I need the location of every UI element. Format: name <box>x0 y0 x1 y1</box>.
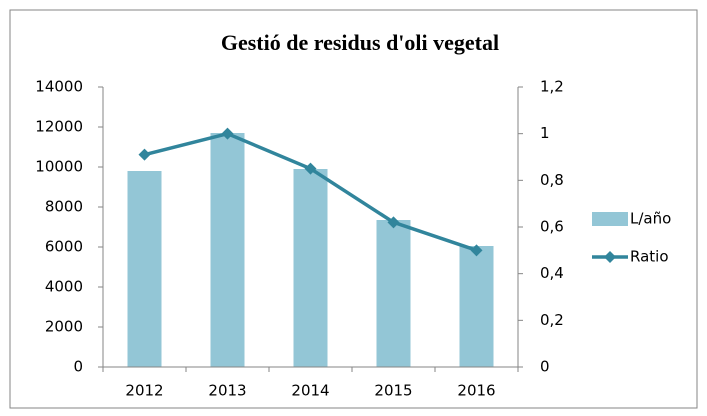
y2-tick-label: 0,6 <box>540 218 564 236</box>
chart-border <box>9 9 698 409</box>
bar <box>210 133 245 367</box>
y-tick-label: 6000 <box>45 238 83 256</box>
bar <box>127 171 162 367</box>
y-tick-label: 8000 <box>45 198 83 216</box>
chart-title: Gestió de residus d'oli vegetal <box>221 30 499 55</box>
y-tick-label: 4000 <box>45 278 83 296</box>
y-tick-label: 12000 <box>35 118 83 136</box>
legend-swatch <box>604 251 616 263</box>
y-tick-label: 14000 <box>35 78 83 96</box>
legend-label: Ratio <box>630 248 669 266</box>
point <box>221 127 234 140</box>
legend-label: L/año <box>630 210 671 228</box>
point <box>387 216 400 229</box>
x-tick-label: 2013 <box>208 382 246 400</box>
x-tick-label: 2016 <box>457 382 495 400</box>
y2-tick-label: 0,8 <box>540 171 564 189</box>
y2-tick-label: 0,4 <box>540 264 564 282</box>
y2-tick-label: 1,2 <box>540 78 564 96</box>
point <box>304 162 317 175</box>
y-tick-label: 10000 <box>35 158 83 176</box>
y-tick-label: 2000 <box>45 318 83 336</box>
legend-swatch <box>592 212 628 226</box>
bar <box>293 169 328 367</box>
bar <box>459 246 494 367</box>
point <box>138 148 151 161</box>
point <box>470 244 483 257</box>
y-tick-label: 0 <box>73 358 83 376</box>
x-tick-label: 2015 <box>374 382 412 400</box>
y2-tick-label: 0 <box>540 358 550 376</box>
y2-tick-label: 0,2 <box>540 311 564 329</box>
x-tick-label: 2014 <box>291 382 329 400</box>
x-tick-label: 2012 <box>125 382 163 400</box>
y2-tick-label: 1 <box>540 124 550 142</box>
bar <box>376 220 411 367</box>
